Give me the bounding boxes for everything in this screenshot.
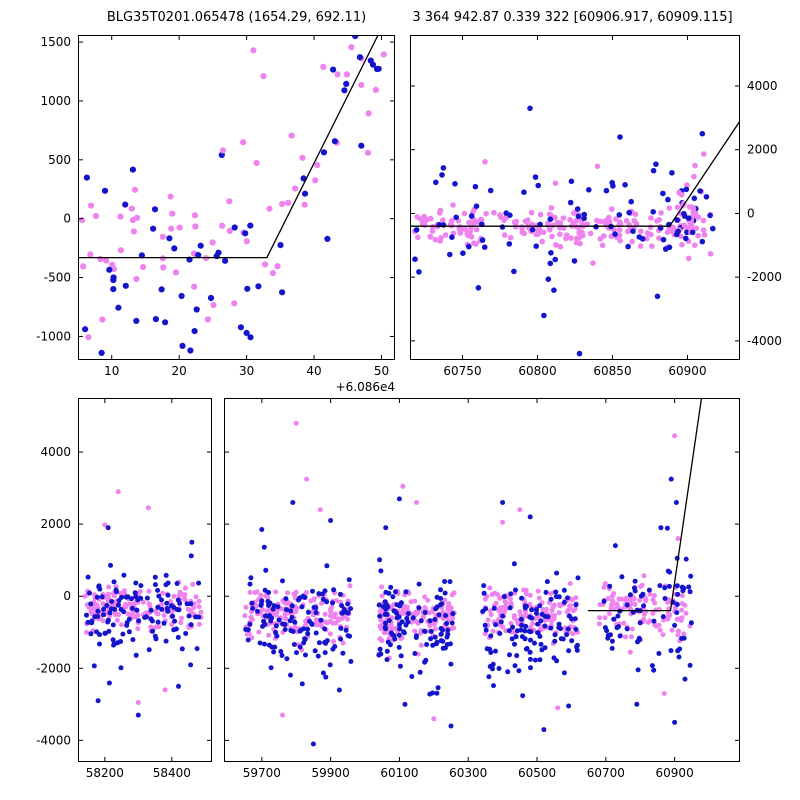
model-line	[78, 35, 379, 259]
model-line	[410, 120, 740, 227]
violet-scatter-points	[411, 202, 701, 266]
y-tick-label: 0	[747, 206, 755, 220]
y-tick-label: 4000	[747, 79, 778, 93]
y-tick-label: -2000	[747, 270, 782, 284]
x-axis-offset-label: +6.086e4	[336, 380, 395, 394]
axes-frame	[78, 398, 212, 762]
x-tick-label: 60300	[449, 766, 487, 780]
blue-scatter-points	[95, 525, 195, 718]
x-tick-label: 40	[306, 364, 321, 378]
x-tick-label: 58200	[86, 766, 124, 780]
panel-bottom-right-segment	[242, 398, 703, 747]
y-tick-label: -1000	[36, 329, 71, 343]
x-tick-label: 60500	[518, 766, 556, 780]
y-tick-label: 500	[48, 153, 71, 167]
panel-top-right-recent	[410, 105, 740, 357]
y-tick-label: 0	[63, 589, 71, 603]
x-tick-label: 20	[172, 364, 187, 378]
y-tick-label: 2000	[40, 517, 71, 531]
blue-scatter-points	[243, 544, 354, 693]
blue-scatter-points	[412, 130, 706, 319]
y-tick-label: -4000	[36, 733, 71, 747]
x-tick-label: 60900	[656, 766, 694, 780]
x-tick-label: 60900	[668, 364, 706, 378]
x-tick-label: 59700	[243, 766, 281, 780]
x-tick-label: 60850	[593, 364, 631, 378]
violet-scatter-points	[482, 159, 698, 186]
y-tick-label: -4000	[747, 334, 782, 348]
y-tick-label: 4000	[40, 445, 71, 459]
y-tick-label: -2000	[36, 661, 71, 675]
blue-scatter-points	[452, 105, 661, 357]
x-tick-label: 59900	[312, 766, 350, 780]
y-tick-label: 1000	[40, 94, 71, 108]
y-tick-label: 2000	[747, 143, 778, 157]
violet-scatter-points	[219, 47, 372, 156]
blue-scatter-points	[480, 561, 581, 709]
violet-scatter-points	[102, 489, 168, 705]
violet-scatter-points	[280, 420, 681, 722]
blue-scatter-points	[259, 476, 688, 747]
blue-scatter-points	[98, 87, 365, 356]
x-tick-label: 60700	[587, 766, 625, 780]
y-tick-label: 0	[63, 212, 71, 226]
axes-frame	[410, 35, 740, 360]
y-tick-label: -500	[44, 271, 71, 285]
x-tick-label: 60800	[518, 364, 556, 378]
y-tick-label: 1500	[40, 35, 71, 49]
plot-title-left: BLG35T0201.065478 (1654.29, 692.11)	[106, 10, 367, 25]
x-tick-label: 60100	[380, 766, 418, 780]
x-tick-label: 58400	[153, 766, 191, 780]
x-tick-label: 10	[104, 364, 119, 378]
x-tick-label: 60750	[443, 364, 481, 378]
blue-scatter-points	[84, 553, 202, 686]
panel-top-left-zoom	[78, 35, 387, 356]
model-line	[588, 398, 703, 612]
violet-scatter-points	[269, 44, 387, 277]
panel-bottom-left-segment	[82, 489, 204, 718]
blue-scatter-points	[82, 151, 262, 354]
x-tick-label: 30	[239, 364, 254, 378]
blue-scatter-points	[674, 186, 716, 236]
axes-frame	[78, 35, 395, 360]
x-tick-label: 50	[374, 364, 389, 378]
blue-scatter-points	[277, 35, 382, 296]
plot-title-right: 3 364 942.87 0.339 322 [60906.917, 60909…	[412, 10, 733, 25]
axes-frame	[224, 398, 740, 762]
blue-scatter-points	[376, 557, 456, 707]
